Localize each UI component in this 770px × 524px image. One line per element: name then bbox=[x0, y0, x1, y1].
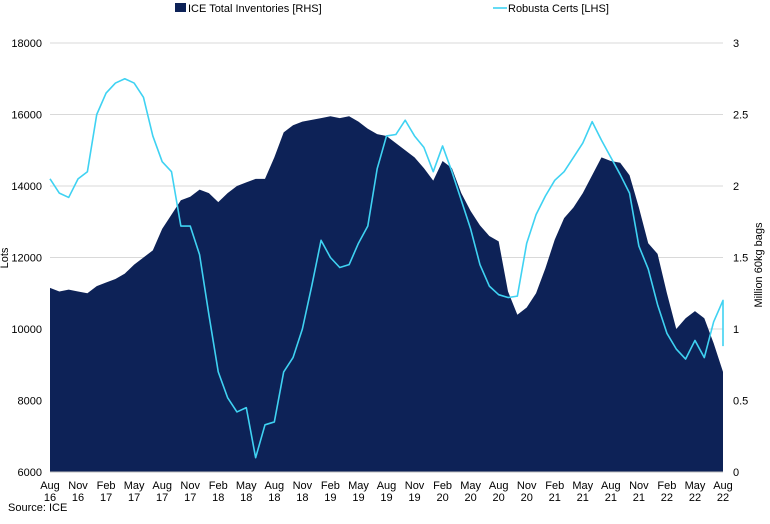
x-tick-label: Aug 18 bbox=[265, 480, 285, 504]
x-tick-label: Aug 20 bbox=[489, 480, 509, 504]
y-right-tick-label: 1.5 bbox=[733, 253, 748, 265]
legend-swatch-inventories bbox=[175, 3, 186, 12]
x-tick-label: May 20 bbox=[460, 480, 481, 504]
x-tick-label: Nov 21 bbox=[629, 480, 649, 504]
x-tick-label: Nov 16 bbox=[68, 480, 88, 504]
x-tick-label: Feb 17 bbox=[97, 480, 116, 504]
inventory-area-layer bbox=[50, 116, 723, 472]
legend-label-inventories: ICE Total Inventories [RHS] bbox=[188, 3, 322, 15]
x-tick-label: Nov 20 bbox=[517, 480, 537, 504]
x-tick-label: Aug 17 bbox=[152, 480, 172, 504]
x-tick-label: Aug 22 bbox=[713, 480, 733, 504]
y-left-tick-label: 16000 bbox=[11, 110, 42, 122]
x-tick-label: Nov 19 bbox=[405, 480, 425, 504]
x-tick-label: May 22 bbox=[685, 480, 706, 504]
x-tick-label: Feb 20 bbox=[433, 480, 452, 504]
y-right-tick-label: 2 bbox=[733, 181, 739, 193]
x-tick-label: Nov 18 bbox=[293, 480, 313, 504]
inventory-area bbox=[50, 116, 723, 472]
y-left-tick-label: 8000 bbox=[18, 396, 42, 408]
x-tick-label: May 21 bbox=[572, 480, 593, 504]
x-tick-label: Aug 16 bbox=[40, 480, 60, 504]
y-left-tick-label: 6000 bbox=[18, 467, 42, 479]
x-tick-label: May 17 bbox=[124, 480, 145, 504]
x-tick-label: Feb 18 bbox=[209, 480, 228, 504]
y-right-tick-label: 0.5 bbox=[733, 396, 748, 408]
y-right-tick-label: 2.5 bbox=[733, 110, 748, 122]
legend-label-certs: Robusta Certs [LHS] bbox=[508, 3, 609, 15]
y-left-tick-label: 12000 bbox=[11, 253, 42, 265]
certs-line-layer bbox=[49, 77, 724, 459]
y-right-tick-label: 0 bbox=[733, 467, 739, 479]
x-tick-label: Feb 22 bbox=[657, 480, 676, 504]
y-left-tick-label: 14000 bbox=[11, 181, 42, 193]
y-right-axis-title: Million 60kg bags bbox=[753, 222, 765, 307]
axes: 6000 8000 10000 12000 14000 16000 18000 0 0.5 1 1.… bbox=[0, 38, 765, 504]
source-note: Source: ICE bbox=[8, 502, 68, 514]
x-tick-label: May 19 bbox=[348, 480, 369, 504]
x-tick-label: May 18 bbox=[236, 480, 257, 504]
legend: ICE Total Inventories [RHS] Robusta Certs… bbox=[175, 3, 609, 15]
y-right-tick-label: 3 bbox=[733, 38, 739, 50]
y-right-tick-label: 1 bbox=[733, 324, 739, 336]
y-left-tick-label: 18000 bbox=[11, 38, 42, 50]
x-tick-label: Nov 17 bbox=[180, 480, 200, 504]
x-tick-label: Aug 21 bbox=[601, 480, 621, 504]
x-tick-label: Feb 21 bbox=[545, 480, 564, 504]
y-left-axis-title: Lots bbox=[0, 247, 11, 268]
y-left-tick-label: 10000 bbox=[11, 324, 42, 336]
certs-line bbox=[49, 77, 724, 459]
x-tick-label: Aug 19 bbox=[377, 480, 397, 504]
x-tick-label: Feb 19 bbox=[321, 480, 340, 504]
